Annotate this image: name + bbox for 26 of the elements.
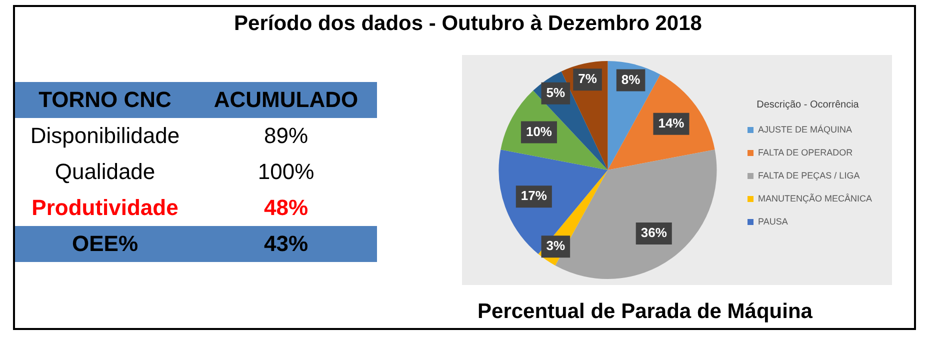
legend-label: PAUSA — [758, 216, 788, 226]
text: 48% — [262, 194, 310, 222]
legend-label: AJUSTE DE MÁQUINA — [758, 124, 852, 134]
text: Disponibilidade — [29, 122, 181, 150]
data-label: 8% — [621, 72, 641, 87]
text: Qualidade — [54, 158, 156, 186]
data-label: 10% — [526, 124, 552, 139]
legend-label: FALTA DE OPERADOR — [758, 147, 854, 158]
text: 43% — [195, 226, 377, 262]
legend-title: Descrição - Ocorrência — [756, 99, 860, 110]
text: Percentual de Parada de Máquina — [476, 300, 814, 324]
text: ACUMULADO — [195, 82, 377, 118]
data-label: 36% — [640, 225, 668, 240]
text: 100% — [256, 158, 316, 186]
data-label: 7% — [578, 71, 598, 86]
text: OEE% — [15, 226, 195, 262]
text: Período dos dados - Outubro à Dezembro 2018 — [233, 12, 703, 36]
data-label: 14% — [658, 115, 685, 130]
legend-label: MANUTENÇÃO MECÂNICA — [758, 193, 872, 204]
data-label: 5% — [546, 84, 566, 100]
data-label: 3% — [546, 238, 566, 254]
text: 89% — [262, 122, 310, 150]
legend-label: FALTA DE PEÇAS / LIGA — [758, 170, 860, 180]
text: Produtividade — [30, 194, 180, 222]
text: TORNO CNC — [15, 82, 195, 118]
data-label: 17% — [520, 188, 548, 204]
